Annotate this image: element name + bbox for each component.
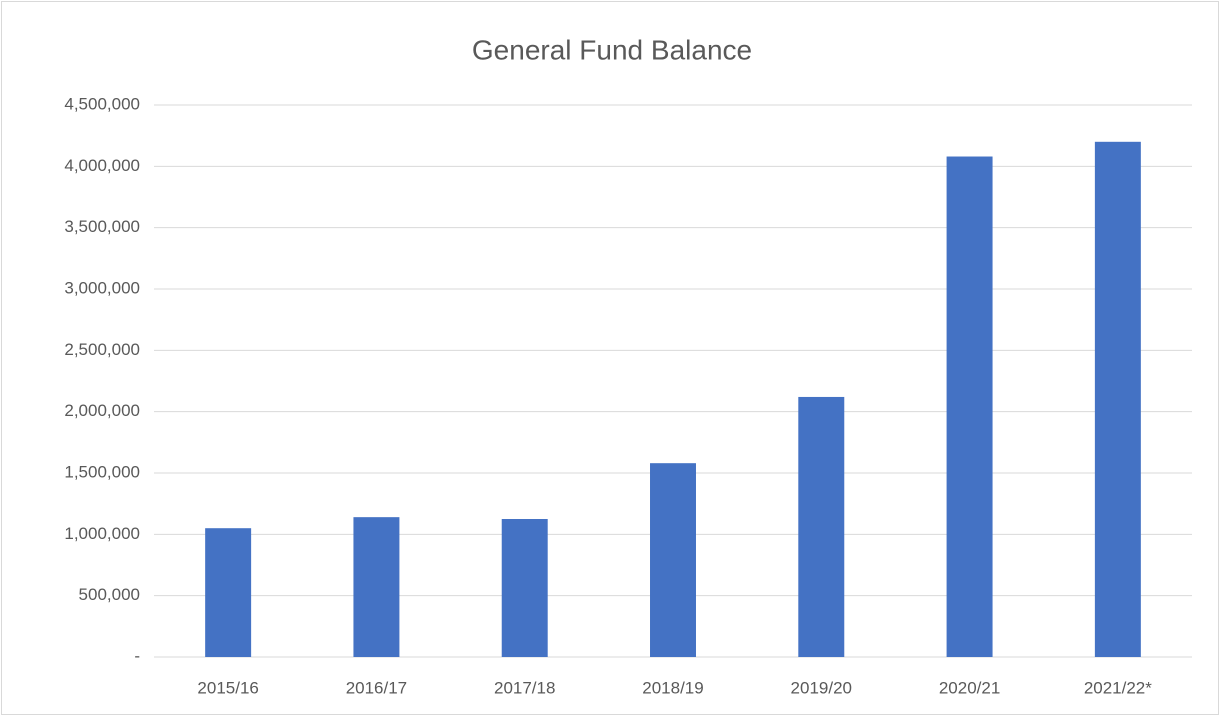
y-tick-label: 2,000,000: [64, 401, 140, 420]
bar: [353, 517, 400, 657]
bar: [501, 519, 548, 657]
y-tick-label: 3,500,000: [64, 217, 140, 236]
x-tick-label: 2017/18: [494, 678, 555, 697]
y-tick-label: 3,000,000: [64, 278, 140, 297]
bar: [798, 396, 845, 657]
bar: [1094, 141, 1141, 658]
bar: [205, 528, 252, 657]
y-tick-label: -: [134, 646, 140, 665]
y-tick-label: 2,500,000: [64, 340, 140, 359]
chart-title: General Fund Balance: [472, 34, 752, 65]
x-tick-label: 2016/17: [346, 678, 407, 697]
x-tick-label: 2015/16: [197, 678, 258, 697]
y-tick-label: 500,000: [79, 585, 140, 604]
x-tick-label: 2018/19: [642, 678, 703, 697]
y-tick-label: 1,500,000: [64, 462, 140, 481]
bar: [650, 463, 696, 657]
y-tick-label: 1,000,000: [64, 524, 140, 543]
y-tick-label: 4,000,000: [64, 156, 140, 175]
x-tick-label: 2019/20: [791, 678, 852, 697]
y-tick-label: 4,500,000: [64, 94, 140, 113]
x-tick-label: 2020/21: [939, 678, 1000, 697]
x-tick-label: 2021/22*: [1084, 678, 1152, 697]
bar: [946, 156, 993, 657]
